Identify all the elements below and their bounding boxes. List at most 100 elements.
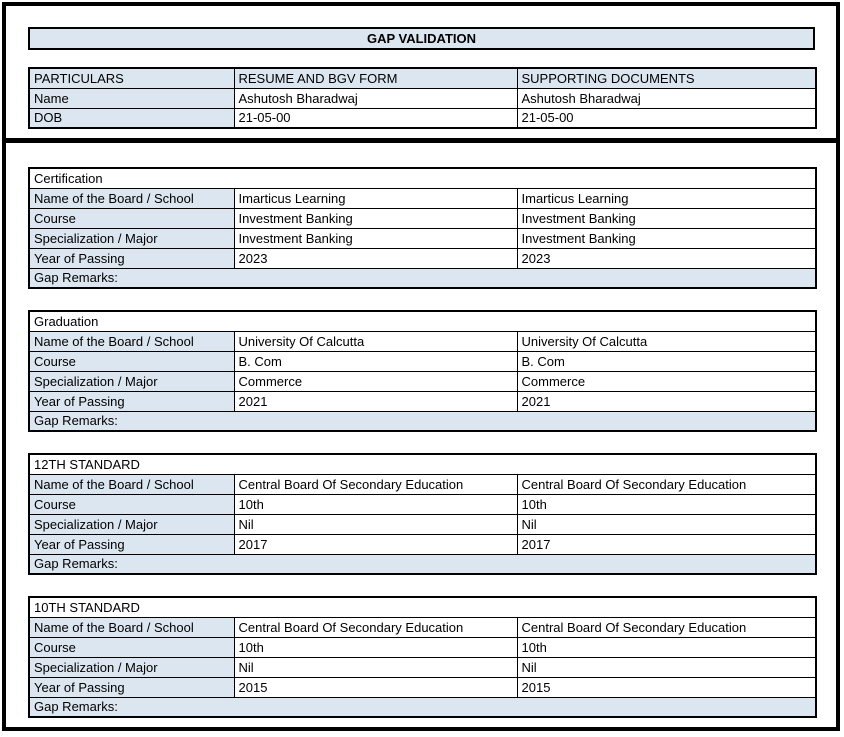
- row-label-course: Course: [28, 350, 235, 372]
- section-title-graduation: Graduation: [28, 310, 817, 332]
- board-supporting-value: University Of Calcutta: [516, 330, 817, 352]
- row-label-year: Year of Passing: [28, 247, 235, 269]
- year-resume-value: 2017: [233, 533, 518, 555]
- section-title-10th-standard: 10TH STANDARD: [28, 596, 817, 618]
- table-row-board: Name of the Board / School Central Board…: [28, 473, 817, 495]
- section-title-12th-standard: 12TH STANDARD: [28, 453, 817, 475]
- gap-remarks-row: Gap Remarks:: [28, 267, 817, 289]
- board-resume-value: Imarticus Learning: [233, 187, 518, 209]
- table-row-year: Year of Passing 2015 2015: [28, 676, 817, 698]
- table-row-specialization: Specialization / Major Commerce Commerce: [28, 370, 817, 392]
- board-supporting-value: Central Board Of Secondary Education: [516, 616, 817, 638]
- row-label-specialization: Specialization / Major: [28, 370, 235, 392]
- course-resume-value: B. Com: [233, 350, 518, 372]
- specialization-supporting-value: Commerce: [516, 370, 817, 392]
- table-row-board: Name of the Board / School Imarticus Lea…: [28, 187, 817, 209]
- gap-remarks-label: Gap Remarks:: [28, 267, 817, 289]
- table-row-course: Course Investment Banking Investment Ban…: [28, 207, 817, 229]
- gap-remarks-label: Gap Remarks:: [28, 696, 817, 718]
- name-resume-value: Ashutosh Bharadwaj: [233, 87, 518, 109]
- table-row-specialization: Specialization / Major Investment Bankin…: [28, 227, 817, 249]
- dob-resume-value: 21-05-00: [233, 107, 518, 129]
- dob-supporting-value: 21-05-00: [516, 107, 817, 129]
- certification-section-table: Certification Name of the Board / School…: [28, 167, 818, 289]
- personal-info-table: PARTICULARS RESUME AND BGV FORM SUPPORTI…: [28, 67, 817, 129]
- table-header-row: PARTICULARS RESUME AND BGV FORM SUPPORTI…: [28, 67, 817, 89]
- row-label-year: Year of Passing: [28, 533, 235, 555]
- section-title-row: Certification: [28, 167, 817, 189]
- course-supporting-value: B. Com: [516, 350, 817, 372]
- row-label-specialization: Specialization / Major: [28, 656, 235, 678]
- table-row-year: Year of Passing 2017 2017: [28, 533, 817, 555]
- course-supporting-value: 10th: [516, 636, 817, 658]
- specialization-resume-value: Commerce: [233, 370, 518, 392]
- gap-remarks-label: Gap Remarks:: [28, 553, 817, 575]
- course-resume-value: 10th: [233, 493, 518, 515]
- table-row-specialization: Specialization / Major Nil Nil: [28, 656, 817, 678]
- specialization-resume-value: Nil: [233, 513, 518, 535]
- row-label-dob: DOB: [28, 107, 235, 129]
- course-resume-value: Investment Banking: [233, 207, 518, 229]
- gap-remarks-label: Gap Remarks:: [28, 410, 817, 432]
- section-title-row: 10TH STANDARD: [28, 596, 817, 618]
- row-label-year: Year of Passing: [28, 676, 235, 698]
- specialization-resume-value: Investment Banking: [233, 227, 518, 249]
- row-label-board: Name of the Board / School: [28, 330, 235, 352]
- year-supporting-value: 2021: [516, 390, 817, 412]
- graduation-section-table: Graduation Name of the Board / School Un…: [28, 310, 818, 432]
- table-row-dob: DOB 21-05-00 21-05-00: [28, 107, 817, 129]
- specialization-supporting-value: Nil: [516, 513, 817, 535]
- board-supporting-value: Imarticus Learning: [516, 187, 817, 209]
- year-supporting-value: 2023: [516, 247, 817, 269]
- year-resume-value: 2015: [233, 676, 518, 698]
- board-supporting-value: Central Board Of Secondary Education: [516, 473, 817, 495]
- row-label-course: Course: [28, 207, 235, 229]
- row-label-board: Name of the Board / School: [28, 187, 235, 209]
- row-label-name: Name: [28, 87, 235, 109]
- document-title-bar: GAP VALIDATION: [28, 27, 815, 50]
- section-divider: [6, 138, 836, 143]
- table-row-board: Name of the Board / School Central Board…: [28, 616, 817, 638]
- table-row-year: Year of Passing 2023 2023: [28, 247, 817, 269]
- table-row-course: Course 10th 10th: [28, 636, 817, 658]
- row-label-specialization: Specialization / Major: [28, 513, 235, 535]
- board-resume-value: University Of Calcutta: [233, 330, 518, 352]
- table-row-name: Name Ashutosh Bharadwaj Ashutosh Bharadw…: [28, 87, 817, 109]
- section-title-row: Graduation: [28, 310, 817, 332]
- column-header-particulars: PARTICULARS: [28, 67, 235, 89]
- course-supporting-value: 10th: [516, 493, 817, 515]
- section-title-certification: Certification: [28, 167, 817, 189]
- course-resume-value: 10th: [233, 636, 518, 658]
- row-label-board: Name of the Board / School: [28, 616, 235, 638]
- specialization-supporting-value: Nil: [516, 656, 817, 678]
- row-label-year: Year of Passing: [28, 390, 235, 412]
- year-supporting-value: 2015: [516, 676, 817, 698]
- row-label-specialization: Specialization / Major: [28, 227, 235, 249]
- specialization-supporting-value: Investment Banking: [516, 227, 817, 249]
- row-label-course: Course: [28, 493, 235, 515]
- board-resume-value: Central Board Of Secondary Education: [233, 616, 518, 638]
- table-row-board: Name of the Board / School University Of…: [28, 330, 817, 352]
- specialization-resume-value: Nil: [233, 656, 518, 678]
- board-resume-value: Central Board Of Secondary Education: [233, 473, 518, 495]
- gap-remarks-row: Gap Remarks:: [28, 553, 817, 575]
- row-label-course: Course: [28, 636, 235, 658]
- twelfth-standard-section-table: 12TH STANDARD Name of the Board / School…: [28, 453, 818, 575]
- column-header-resume-bgv: RESUME AND BGV FORM: [233, 67, 518, 89]
- table-row-course: Course 10th 10th: [28, 493, 817, 515]
- table-row-specialization: Specialization / Major Nil Nil: [28, 513, 817, 535]
- year-resume-value: 2023: [233, 247, 518, 269]
- document-title: GAP VALIDATION: [366, 31, 477, 46]
- course-supporting-value: Investment Banking: [516, 207, 817, 229]
- table-row-course: Course B. Com B. Com: [28, 350, 817, 372]
- section-title-row: 12TH STANDARD: [28, 453, 817, 475]
- year-resume-value: 2021: [233, 390, 518, 412]
- name-supporting-value: Ashutosh Bharadwaj: [516, 87, 817, 109]
- column-header-supporting-docs: SUPPORTING DOCUMENTS: [516, 67, 817, 89]
- tenth-standard-section-table: 10TH STANDARD Name of the Board / School…: [28, 596, 818, 718]
- gap-remarks-row: Gap Remarks:: [28, 410, 817, 432]
- gap-remarks-row: Gap Remarks:: [28, 696, 817, 718]
- year-supporting-value: 2017: [516, 533, 817, 555]
- row-label-board: Name of the Board / School: [28, 473, 235, 495]
